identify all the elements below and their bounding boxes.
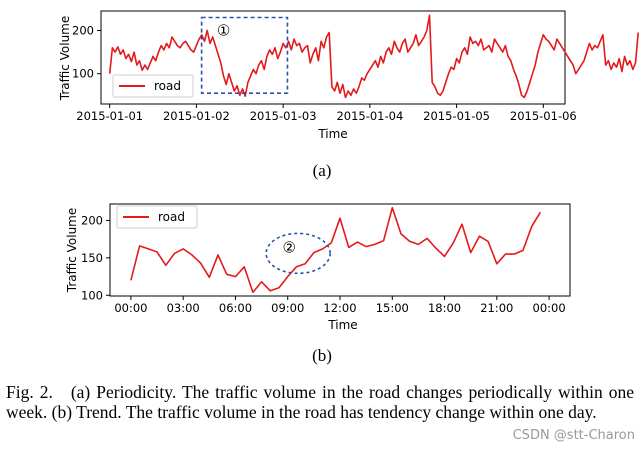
- chart-b-series: [130, 206, 542, 294]
- chart-a: 2015-01-01 2015-01-02 2015-01-03 2015-01-04…: [58, 10, 639, 180]
- chart-b-legend-box: [116, 205, 198, 229]
- chart-a-legend: road: [112, 74, 194, 98]
- figure-caption: Fig. 2. (a) Periodicity. The traffic vol…: [6, 382, 635, 422]
- chart-a-x-tick-label: 2015-01-02: [163, 109, 230, 123]
- chart-b-y-tick-label: 100: [81, 288, 103, 302]
- chart-b-x-tick-label: 12:00: [323, 301, 356, 315]
- chart-b-x-tick-label: 06:00: [219, 301, 252, 315]
- chart-b-y-tick-label: 200: [81, 213, 103, 227]
- chart-a-legend-box: [112, 74, 194, 98]
- chart-b-x-tick-label: 00:00: [533, 301, 566, 315]
- chart-a-x-axis-label: Time: [317, 127, 347, 141]
- chart-b-x-axis-label: Time: [327, 318, 357, 332]
- chart-a-x-tick-label: 2015-01-06: [510, 109, 577, 123]
- chart-a-x-tick-label: 2015-01-04: [336, 109, 403, 123]
- chart-a-y-tick-label: 100: [72, 67, 94, 81]
- chart-a-series-line-road: [108, 14, 639, 99]
- chart-b-series-line-road: [130, 206, 542, 294]
- chart-a-plot-frame: [100, 10, 566, 105]
- watermark: CSDN @stt-Charon: [512, 428, 635, 443]
- chart-b-legend: road: [116, 205, 198, 229]
- chart-b-annotation-ellipse: [265, 232, 331, 275]
- chart-a-y-tick-label: 200: [72, 23, 94, 37]
- chart-a-annotation-label: ①: [217, 21, 230, 39]
- chart-b-x-tick-label: 15:00: [376, 301, 409, 315]
- chart-a-panel-label: (a): [313, 161, 332, 180]
- chart-b: 00:00 03:00 06:00 09:00 12:00 15:00 18:00 21:00…: [65, 203, 571, 365]
- chart-b-x-tick-label: 03:00: [167, 301, 200, 315]
- figure-caption-label: Fig. 2.: [6, 382, 53, 402]
- chart-b-panel-label: (b): [312, 346, 332, 365]
- chart-a-x-tick-label: 2015-01-01: [76, 109, 143, 123]
- figure-caption-text: (a) Periodicity. The traffic volume in t…: [6, 382, 635, 422]
- chart-a-y-ticks: 100 200: [72, 23, 101, 81]
- chart-b-x-tick-label: 00:00: [114, 301, 147, 315]
- chart-b-y-ticks: 100 150 200: [81, 213, 110, 302]
- chart-a-series: [108, 14, 639, 99]
- chart-b-y-tick-label: 150: [81, 251, 103, 265]
- chart-b-y-axis-label: Traffic Volume: [65, 208, 79, 294]
- chart-a-legend-label: road: [154, 79, 181, 93]
- chart-b-x-tick-label: 21:00: [480, 301, 513, 315]
- chart-b-x-tick-label: 18:00: [428, 301, 461, 315]
- chart-a-x-tick-label: 2015-01-05: [423, 109, 490, 123]
- chart-b-x-ticks: 00:00 03:00 06:00 09:00 12:00 15:00 18:00 21:00…: [114, 296, 566, 315]
- chart-a-y-axis-label: Traffic Volume: [58, 16, 72, 102]
- chart-a-annotation: ①: [200, 16, 289, 94]
- chart-b-annotation-label: ②: [282, 238, 295, 256]
- chart-b-x-tick-label: 09:00: [271, 301, 304, 315]
- chart-b-legend-label: road: [158, 210, 185, 224]
- chart-a-x-tick-label: 2015-01-03: [250, 109, 317, 123]
- chart-a-x-ticks: 2015-01-01 2015-01-02 2015-01-03 2015-01-04…: [76, 104, 577, 123]
- chart-b-annotation: ②: [265, 232, 331, 275]
- chart-a-annotation-box: [200, 16, 289, 94]
